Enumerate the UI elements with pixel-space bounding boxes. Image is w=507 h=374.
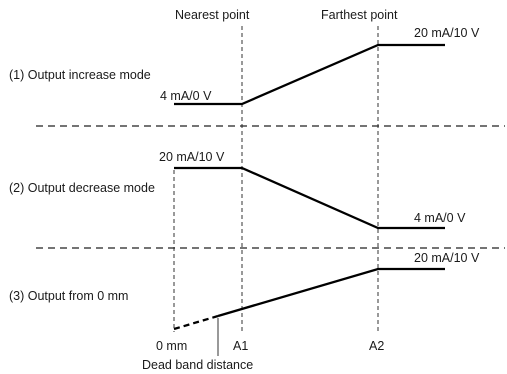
mode-1-start-value: 4 mA/0 V [160,89,212,103]
zero-mm-label: 0 mm [156,339,187,353]
mode-1-label: (1) Output increase mode [9,68,151,82]
mode-2-start-value: 20 mA/10 V [159,150,225,164]
mode-1-end-value: 20 mA/10 V [414,26,480,40]
dead-band-distance-label: Dead band distance [142,358,253,372]
a1-label: A1 [233,339,248,353]
mode-3-label: (3) Output from 0 mm [9,289,128,303]
mode-2-end-value: 4 mA/0 V [414,211,466,225]
mode-2-label: (2) Output decrease mode [9,181,155,195]
mode-1-output-line [174,43,445,106]
farthest-point-label: Farthest point [321,8,398,22]
a2-label: A2 [369,339,384,353]
nearest-point-label: Nearest point [175,8,250,22]
mode-2-output-line [174,166,445,230]
mode-3-dead-band-segment [173,314,219,331]
mode-3-end-value: 20 mA/10 V [414,251,480,265]
mode-3-output-line [217,267,445,318]
